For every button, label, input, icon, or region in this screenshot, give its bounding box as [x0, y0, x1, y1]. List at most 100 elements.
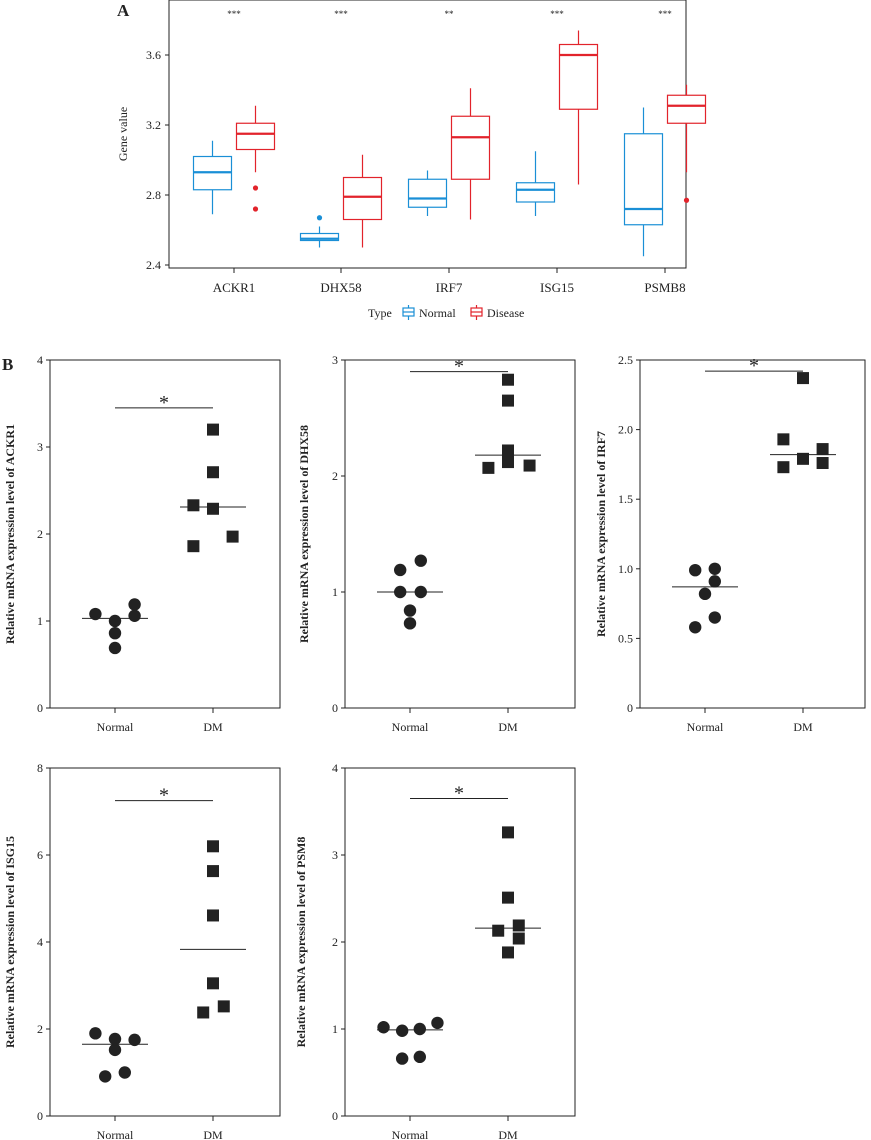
- data-point-dm: [207, 502, 219, 515]
- x-tick-label: Normal: [392, 1128, 429, 1140]
- panel-a-letter: A: [117, 1, 130, 20]
- y-tick-label: 0: [37, 701, 43, 715]
- data-point-dm: [512, 932, 525, 945]
- data-point-dm: [207, 977, 219, 990]
- data-point-normal: [403, 604, 417, 617]
- significance-star: *: [159, 785, 169, 807]
- significance-star: *: [159, 392, 169, 414]
- y-axis-label: Relative mRNA expression level of ISG15: [3, 836, 17, 1048]
- legend-label-disease: Disease: [487, 306, 524, 320]
- data-point-dm: [217, 1000, 230, 1013]
- data-point-normal: [99, 1070, 112, 1083]
- significance-star: *: [454, 356, 464, 378]
- data-point-normal: [377, 1021, 390, 1034]
- y-tick-label: 0: [332, 1109, 338, 1123]
- x-tick-label: Normal: [97, 720, 134, 734]
- y-tick-label: 4: [37, 353, 43, 367]
- x-tick-label: DM: [498, 720, 518, 734]
- y-tick-label: 3.2: [146, 118, 161, 132]
- y-tick-label: 2.8: [146, 188, 161, 202]
- x-tick-label: DM: [498, 1128, 518, 1140]
- box-iqr: [342, 176, 383, 221]
- boxes: [192, 30, 707, 257]
- box-iqr: [450, 115, 491, 180]
- y-tick-label: 8: [37, 761, 43, 775]
- data-point-dm: [502, 826, 514, 839]
- legend: Type Normal Disease: [368, 305, 524, 320]
- y-tick-label: 2: [37, 527, 43, 541]
- data-point-normal: [108, 1043, 122, 1057]
- outlier-point: [252, 206, 259, 212]
- data-point-dm: [523, 459, 536, 472]
- data-point-normal: [108, 626, 122, 640]
- y-axis-label: Relative mRNA expression level of IRF7: [594, 431, 608, 637]
- data-point-dm: [797, 372, 809, 385]
- box-disease-psmb8: [666, 84, 707, 203]
- data-point-dm: [502, 394, 514, 407]
- data-point-dm: [207, 423, 219, 436]
- data-point-dm: [492, 924, 505, 937]
- data-point-dm: [502, 444, 514, 457]
- data-point-normal: [128, 1033, 141, 1047]
- plot-frame: [639, 359, 866, 709]
- y-tick-label: 0: [627, 701, 633, 715]
- data-point-dm: [207, 865, 219, 878]
- y-tick-label: 2.4: [146, 258, 161, 272]
- data-point-normal: [698, 587, 712, 601]
- data-point-dm: [502, 946, 514, 959]
- data-point-dm: [187, 540, 200, 553]
- data-point-normal: [708, 575, 721, 588]
- data-point-dm: [816, 457, 829, 470]
- y-tick-label: 0: [332, 701, 338, 715]
- y-tick-label: 4: [332, 761, 338, 775]
- data-point-normal: [414, 554, 427, 567]
- y-tick-label: 3: [332, 848, 338, 862]
- data-point-normal: [128, 609, 141, 622]
- box-iqr: [235, 122, 276, 151]
- y-tick-label: 1: [37, 614, 43, 628]
- y-tick-label: 3: [332, 353, 338, 367]
- data-point-normal: [118, 1066, 131, 1079]
- data-point-normal: [89, 1027, 102, 1040]
- data-point-normal: [395, 1024, 409, 1037]
- outlier-point: [252, 185, 259, 191]
- data-point-normal: [689, 563, 702, 577]
- data-point-normal: [128, 598, 141, 611]
- significance-marker: ***: [227, 9, 241, 19]
- box-normal-irf7: [407, 170, 448, 216]
- legend-title: Type: [368, 306, 392, 320]
- box-iqr: [515, 182, 556, 203]
- data-point-normal: [708, 611, 721, 624]
- data-point-normal: [108, 641, 122, 655]
- y-axis-label: Gene value: [116, 107, 130, 161]
- panel-b-letter: B: [2, 355, 13, 374]
- box-normal-isg15: [515, 151, 556, 216]
- scatter-chart-dhx58: 0 1 2 3 Relative mRNA expression level of DH…: [297, 353, 576, 734]
- y-axis-label: Relative mRNA expression level of DHX58: [297, 425, 311, 643]
- y-tick-label: 2: [37, 1022, 43, 1036]
- legend-key-normal-icon: [402, 305, 415, 320]
- data-point-normal: [394, 585, 407, 599]
- box-iqr: [623, 133, 664, 226]
- plot-frame: [49, 767, 281, 1117]
- x-tick-label: Normal: [97, 1128, 134, 1140]
- y-tick-label: 1.0: [618, 562, 633, 576]
- y-tick-label: 4: [37, 935, 43, 949]
- significance-star: *: [749, 355, 759, 377]
- x-tick-label: DHX58: [320, 280, 361, 295]
- x-tick-label: ISG15: [540, 280, 574, 295]
- y-axis-label: Relative mRNA expression level of ACKR1: [3, 424, 17, 644]
- x-tick-label: DM: [203, 720, 223, 734]
- significance-star: *: [454, 782, 464, 804]
- x-tick-label: Normal: [687, 720, 724, 734]
- data-point-dm: [797, 452, 809, 465]
- y-tick-label: 2.5: [618, 353, 633, 367]
- data-point-dm: [777, 433, 790, 446]
- x-tick-label: DM: [203, 1128, 223, 1140]
- x-tick-label: Normal: [392, 720, 429, 734]
- scatter-chart-irf7: 0 0.5 1.0 1.5 2.0 2.5 Relative mRNA expression…: [594, 353, 866, 734]
- plot-frame: [344, 359, 576, 709]
- box-normal-dhx58: [299, 215, 340, 248]
- data-point-normal: [414, 585, 427, 599]
- box-disease-dhx58: [342, 154, 383, 248]
